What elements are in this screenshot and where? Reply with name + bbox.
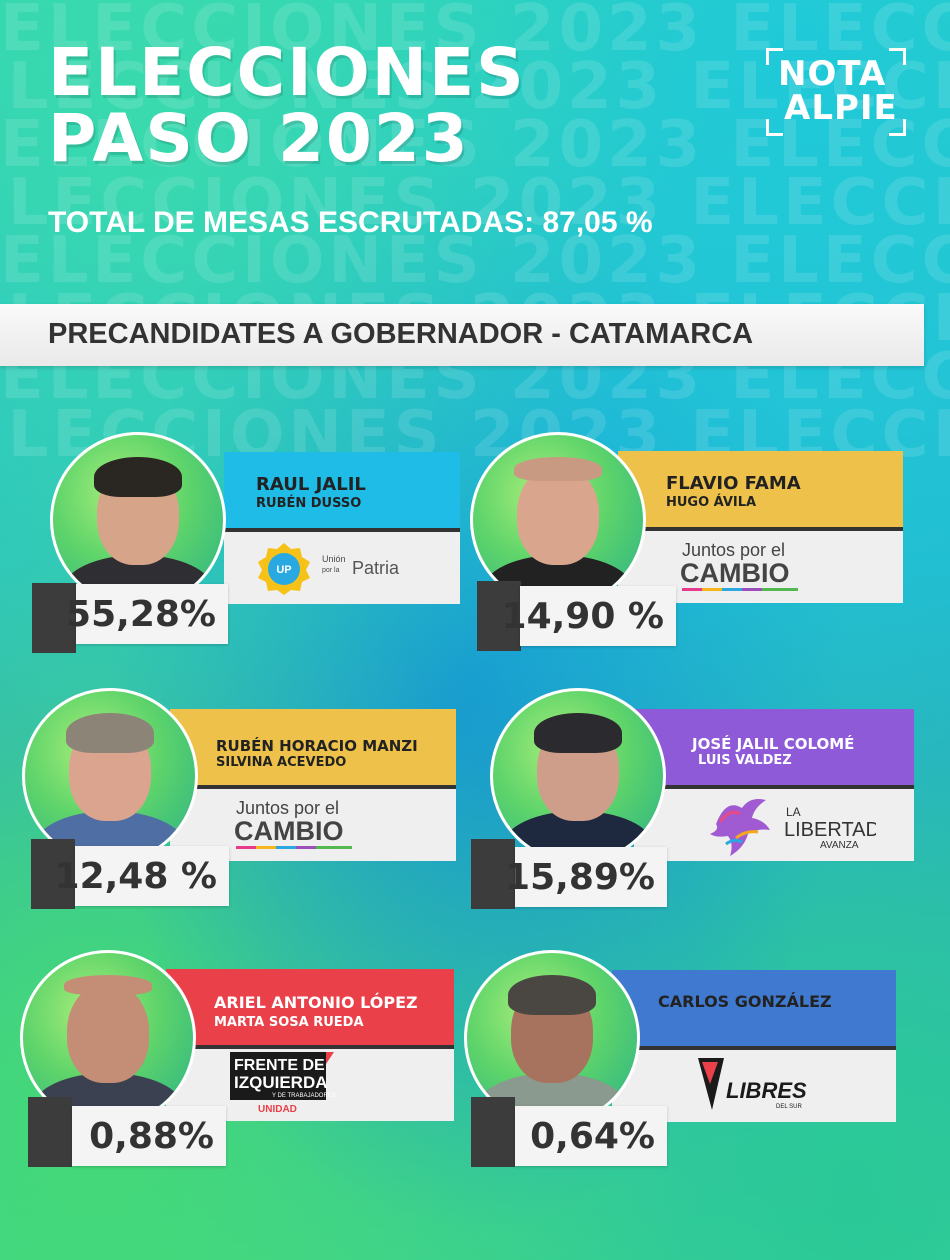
- candidate-name-box: JOSÉ JALIL COLOMÉ LUIS VALDEZ: [634, 709, 914, 789]
- svg-text:Juntos por el: Juntos por el: [682, 540, 785, 560]
- percentage-box: 14,90 %: [502, 586, 676, 646]
- logo-corner: [889, 119, 906, 136]
- title-line-2: PASO 2023: [48, 100, 470, 177]
- watermark-line: ELECCIONES 2023 ELECCIONES: [0, 0, 950, 66]
- running-mate-name: SILVINA ACEVEDO: [216, 755, 347, 770]
- candidate-photo: [464, 950, 640, 1126]
- percentage-box: 15,89%: [505, 847, 667, 907]
- svg-text:LIBRES: LIBRES: [726, 1078, 807, 1103]
- subtitle: TOTAL DE MESAS ESCRUTADAS: 87,05 %: [48, 206, 653, 239]
- candidate-name: RAUL JALIL: [256, 474, 366, 495]
- candidate-name: FLAVIO FAMA: [666, 473, 801, 494]
- percentage-box: 12,48 %: [55, 846, 229, 906]
- photo-hair: [66, 713, 154, 753]
- section-banner: PRECANDIDATES A GOBERNADOR - CATAMARCA: [0, 304, 924, 366]
- candidate-name: ARIEL ANTONIO LÓPEZ: [214, 993, 418, 1012]
- watermark-line: ELECCIONES 2023 ELECCIONES: [0, 108, 950, 182]
- svg-text:DEL SUR: DEL SUR: [776, 1104, 802, 1110]
- candidate-name-box: RUBÉN HORACIO MANZI SILVINA ACEVEDO: [170, 709, 456, 789]
- candidate-photo: [22, 688, 198, 864]
- union-por-la-patria-logo: UP Unión por la Patria: [258, 543, 400, 595]
- vote-percentage: 12,48 %: [54, 856, 217, 897]
- percentage-tab: [32, 583, 76, 653]
- candidate-name-box: FLAVIO FAMA HUGO ÁVILA: [618, 451, 903, 531]
- photo-hair: [514, 457, 602, 481]
- juntos-por-el-cambio-logo: Juntos por el CAMBIO: [234, 798, 352, 849]
- svg-text:UNIDAD: UNIDAD: [258, 1104, 297, 1115]
- nota-al-pie-logo: NOTA ALPIE: [766, 48, 906, 136]
- photo-hair: [534, 713, 622, 753]
- svg-text:Y DE TRABAJADORES: Y DE TRABAJADORES: [272, 1093, 336, 1099]
- svg-text:CAMBIO: CAMBIO: [680, 558, 790, 588]
- svg-text:por la: por la: [322, 567, 340, 574]
- photo-hair: [94, 457, 182, 497]
- percentage-box: 0,64%: [515, 1106, 667, 1166]
- frente-de-izquierda-logo: FRENTE DE IZQUIERDA Y DE TRABAJADORES UN…: [230, 1052, 336, 1115]
- logo-corner: [766, 48, 783, 65]
- percentage-tab: [471, 839, 515, 909]
- svg-text:CAMBIO: CAMBIO: [234, 816, 344, 846]
- photo-head: [517, 465, 599, 565]
- percentage-box: 55,28%: [66, 584, 228, 644]
- running-mate-name: HUGO ÁVILA: [666, 495, 757, 510]
- svg-text:Unión: Unión: [322, 554, 346, 564]
- logo-corner: [766, 119, 783, 136]
- watermark-line: ELECCIONES 2023 ELECCIONES: [0, 50, 950, 124]
- title-line-1: ELECCIONES: [48, 34, 526, 111]
- vote-percentage: 0,64%: [530, 1116, 655, 1157]
- vote-percentage: 14,90 %: [501, 596, 664, 637]
- candidate-photo: [50, 432, 226, 608]
- svg-text:FRENTE DE: FRENTE DE: [234, 1057, 325, 1074]
- percentage-tab: [31, 839, 75, 909]
- svg-text:UP: UP: [276, 564, 291, 576]
- watermark-line: ELECCIONES 2023 ELECCIONES: [0, 166, 950, 240]
- svg-text:AVANZA: AVANZA: [820, 840, 859, 851]
- percentage-tab: [471, 1097, 515, 1167]
- la-libertad-avanza-logo: LA LIBERTAD AVANZA: [710, 799, 876, 856]
- candidate-name-box: ARIEL ANTONIO LÓPEZ MARTA SOSA RUEDA: [166, 969, 454, 1049]
- watermark-line: ELECCIONES 2023 ELECCIONES: [0, 224, 950, 298]
- percentage-tab: [28, 1097, 72, 1167]
- percentage-tab: [477, 581, 521, 651]
- photo-hair: [64, 975, 152, 995]
- svg-text:LIBERTAD: LIBERTAD: [784, 819, 876, 841]
- logo-line-1: NOTA: [778, 54, 887, 94]
- running-mate-name: RUBÉN DUSSO: [256, 496, 362, 511]
- running-mate-name: MARTA SOSA RUEDA: [214, 1015, 364, 1030]
- svg-text:IZQUIERDA: IZQUIERDA: [234, 1073, 328, 1092]
- vote-percentage: 55,28%: [66, 594, 216, 635]
- banner-title: PRECANDIDATES A GOBERNADOR - CATAMARCA: [48, 318, 754, 350]
- svg-text:LA: LA: [786, 805, 801, 819]
- candidate-photo: [490, 688, 666, 864]
- candidate-photo: [470, 432, 646, 608]
- candidate-name-box: CARLOS GONZÁLEZ: [612, 970, 896, 1050]
- libres-del-sur-logo: LIBRES DEL SUR: [698, 1058, 807, 1110]
- candidate-name: JOSÉ JALIL COLOMÉ: [692, 735, 855, 753]
- candidate-name: CARLOS GONZÁLEZ: [658, 992, 832, 1011]
- logo-line-2: ALPIE: [784, 88, 898, 128]
- percentage-box: 0,88%: [72, 1106, 226, 1166]
- running-mate-name: LUIS VALDEZ: [698, 753, 792, 768]
- photo-hair: [508, 975, 596, 1015]
- vote-percentage: 0,88%: [89, 1116, 214, 1157]
- page-title: ELECCIONES PASO 2023: [48, 40, 526, 172]
- logo-corner: [889, 48, 906, 65]
- candidate-name: RUBÉN HORACIO MANZI: [216, 737, 418, 755]
- party-logo-box: [634, 789, 914, 861]
- juntos-por-el-cambio-logo: Juntos por el CAMBIO: [680, 540, 798, 591]
- svg-text:Patria: Patria: [352, 558, 400, 578]
- svg-text:Juntos por el: Juntos por el: [236, 798, 339, 818]
- candidate-name-box: RAUL JALIL RUBÉN DUSSO: [224, 452, 460, 532]
- vote-percentage: 15,89%: [505, 857, 655, 898]
- photo-head: [67, 983, 149, 1083]
